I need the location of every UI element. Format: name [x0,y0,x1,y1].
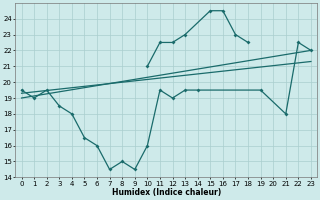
X-axis label: Humidex (Indice chaleur): Humidex (Indice chaleur) [112,188,221,197]
